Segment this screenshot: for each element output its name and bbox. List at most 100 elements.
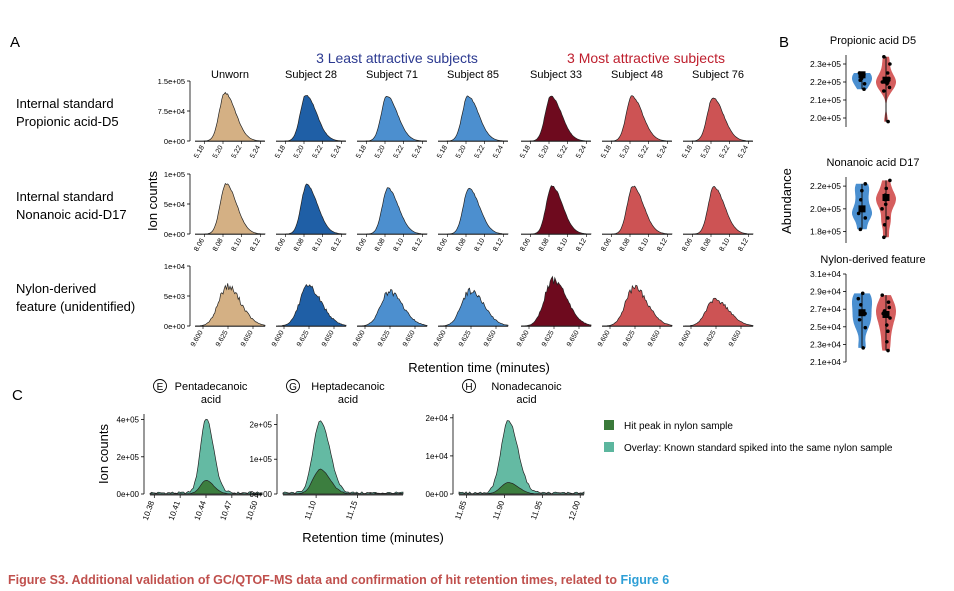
hit-peak	[149, 480, 263, 495]
panel-letter-a: A	[10, 34, 20, 51]
y-tick-label: 1e+05	[164, 170, 185, 179]
column-title: Subject 76	[692, 69, 744, 81]
x-tick-label: 8.10	[393, 237, 406, 252]
violin-median	[882, 310, 890, 318]
x-tick-label: 11.85	[453, 499, 468, 521]
x-tick-label: 8.10	[312, 237, 325, 252]
x-tick-label: 8.06	[355, 237, 368, 252]
violin-point	[882, 55, 886, 59]
overlay-title: acid	[338, 394, 358, 406]
violin-median	[882, 76, 890, 84]
panel-circle-marker	[462, 379, 476, 393]
x-tick-label: 9.650	[240, 329, 255, 348]
violin-point	[886, 329, 890, 334]
x-tick-label: 5.22	[474, 144, 487, 159]
violin-point	[887, 305, 892, 310]
x-tick-label: 11.10	[303, 499, 318, 521]
x-tick-label: 5.22	[312, 144, 325, 159]
x-tick-label: 5.22	[557, 144, 570, 159]
x-tick-label: 5.20	[538, 144, 551, 159]
x-tick-label: 9.625	[703, 329, 718, 348]
x-tick-label: 5.18	[600, 144, 613, 159]
chromatogram-peak	[276, 95, 347, 142]
chromatogram-peak	[438, 287, 509, 327]
violin-point	[857, 71, 862, 75]
violin-point	[880, 80, 885, 84]
chromatogram-peak	[601, 284, 673, 327]
chromatogram-peak	[602, 185, 673, 235]
row-label: Propionic acid-D5	[16, 114, 119, 129]
x-tick-label: 8.08	[212, 237, 225, 252]
x-tick-label: 9.600	[516, 329, 531, 348]
x-tick-label: 5.20	[374, 144, 387, 159]
violin-panel-title: Nylon-derived feature	[820, 254, 925, 266]
x-tick-label: 8.06	[600, 237, 613, 252]
row-label: Nonanoic acid-D17	[16, 207, 127, 222]
x-tick-label: 9.625	[541, 329, 556, 348]
x-tick-label: 8.06	[436, 237, 449, 252]
x-tick-label: 8.12	[575, 237, 588, 252]
violin-median	[858, 309, 866, 317]
x-tick-label: 5.22	[638, 144, 651, 159]
standard-overlay-peak	[282, 420, 404, 495]
x-tick-label: 11.15	[344, 499, 359, 521]
x-tick-label: 8.08	[538, 237, 551, 252]
violin-point	[881, 311, 885, 316]
violin-point	[888, 316, 892, 320]
column-title: Subject 71	[366, 69, 418, 81]
y-tick-label: 2.5e+04	[810, 322, 841, 332]
violin-panel-title: Propionic acid D5	[830, 35, 916, 47]
y-tick-label: 3.1e+04	[810, 269, 841, 279]
y-tick-label: 2.3e+05	[810, 59, 841, 69]
x-tick-label: 10.47	[218, 499, 233, 521]
panel-c-overlays: Ion counts Retention time (minutes) E Penta…	[96, 379, 893, 545]
x-tick-label: 5.24	[411, 144, 424, 159]
violin-point	[885, 339, 889, 344]
violin-point	[863, 182, 868, 186]
caption-figure-link[interactable]: Figure 6	[621, 573, 670, 587]
panel-letter-c: C	[12, 387, 23, 404]
x-tick-label: 8.10	[557, 237, 570, 252]
panel-c-x-axis-label: Retention time (minutes)	[302, 530, 444, 545]
x-tick-label: 11.90	[491, 499, 506, 521]
chromatogram-peak	[276, 183, 347, 235]
violin-point	[887, 85, 892, 90]
violin-point	[857, 317, 862, 322]
x-tick-label: 5.18	[519, 144, 532, 159]
overlay-title: acid	[201, 394, 221, 406]
x-tick-label: 8.06	[681, 237, 694, 252]
panel-circle-marker	[286, 379, 300, 393]
standard-overlay-peak	[458, 420, 585, 495]
x-tick-label: 8.12	[330, 237, 343, 252]
violin-point	[884, 186, 889, 191]
y-tick-label: 2e+04	[426, 414, 449, 423]
x-tick-label: 8.08	[374, 237, 387, 252]
x-tick-label: 9.600	[190, 329, 205, 348]
panel-b-y-axis-label: Abundance	[779, 168, 794, 234]
x-tick-label: 5.18	[355, 144, 368, 159]
violin-point	[856, 211, 861, 216]
x-tick-label: 8.08	[455, 237, 468, 252]
violin-point	[863, 325, 868, 330]
x-tick-label: 5.18	[193, 144, 206, 159]
figure-caption: Figure S3. Additional validation of GC/Q…	[8, 573, 669, 587]
panel-a-chromatograms: Ion counts Retention time (minutes) Unworn…	[16, 69, 754, 375]
x-tick-label: 12.00	[567, 499, 582, 521]
chromatogram-peak	[520, 275, 592, 327]
group-header-most-attractive: 3 Most attractive subjects	[567, 50, 725, 66]
violin-point	[884, 323, 889, 327]
violin-point	[882, 235, 886, 240]
x-tick-label: 9.650	[321, 329, 336, 348]
y-tick-label: 5e+04	[164, 200, 185, 209]
violin-point	[860, 188, 864, 193]
violin-point	[856, 296, 861, 301]
chromatogram-peak	[683, 297, 754, 327]
panel-a-x-axis-label: Retention time (minutes)	[408, 360, 550, 375]
chromatogram-peak	[195, 91, 266, 142]
y-tick-label: 1e+05	[250, 455, 273, 464]
x-tick-label: 8.12	[249, 237, 262, 252]
row-label: feature (unidentified)	[16, 299, 135, 314]
overlay-title: Nonadecanoic	[491, 381, 562, 393]
chromatogram-peak	[521, 185, 592, 235]
